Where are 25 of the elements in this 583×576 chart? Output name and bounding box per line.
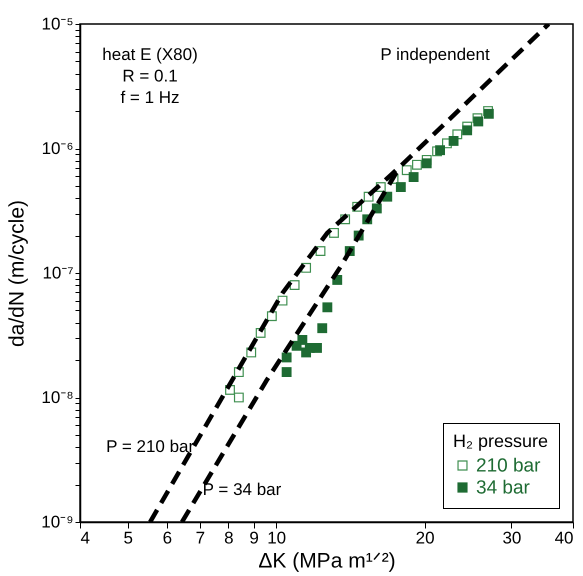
series-label: P = 210 bar: [106, 437, 194, 456]
legend-label: 210 bar: [476, 456, 542, 476]
y-tick-label: 10⁻⁷: [42, 264, 74, 282]
x-tick-label: 9: [249, 528, 259, 548]
y-tick-label: 10⁻⁸: [41, 388, 74, 407]
x-tick-label: 5: [124, 528, 134, 548]
y-tick-label: 10⁻⁵: [42, 14, 74, 34]
x-tick-label: 8: [224, 528, 234, 548]
x-tick-label: 40: [554, 528, 574, 548]
legend-label: 34 bar: [476, 478, 531, 498]
legend-title: H₂ pressure: [453, 431, 548, 451]
y-tick-label: 10⁻⁶: [42, 139, 74, 158]
x-tick-label: 6: [162, 528, 172, 548]
annotation: f = 1 Hz: [120, 88, 180, 107]
annotation: heat E (X80): [102, 45, 198, 64]
x-tick-label: 10: [267, 528, 286, 548]
x-tick-label: 20: [416, 528, 435, 548]
x-tick-label: 30: [502, 528, 522, 548]
x-axis-title: ΔK (MPa m¹ᐟ²): [258, 550, 396, 572]
annotation: P independent: [380, 45, 490, 64]
annotation: R = 0.1: [122, 66, 178, 86]
y-tick-label: 10⁻⁹: [41, 512, 74, 532]
x-tick-label: 7: [196, 528, 206, 548]
y-axis-title: da/dN (m/cycle): [5, 200, 28, 348]
x-tick-label: 4: [80, 528, 90, 548]
